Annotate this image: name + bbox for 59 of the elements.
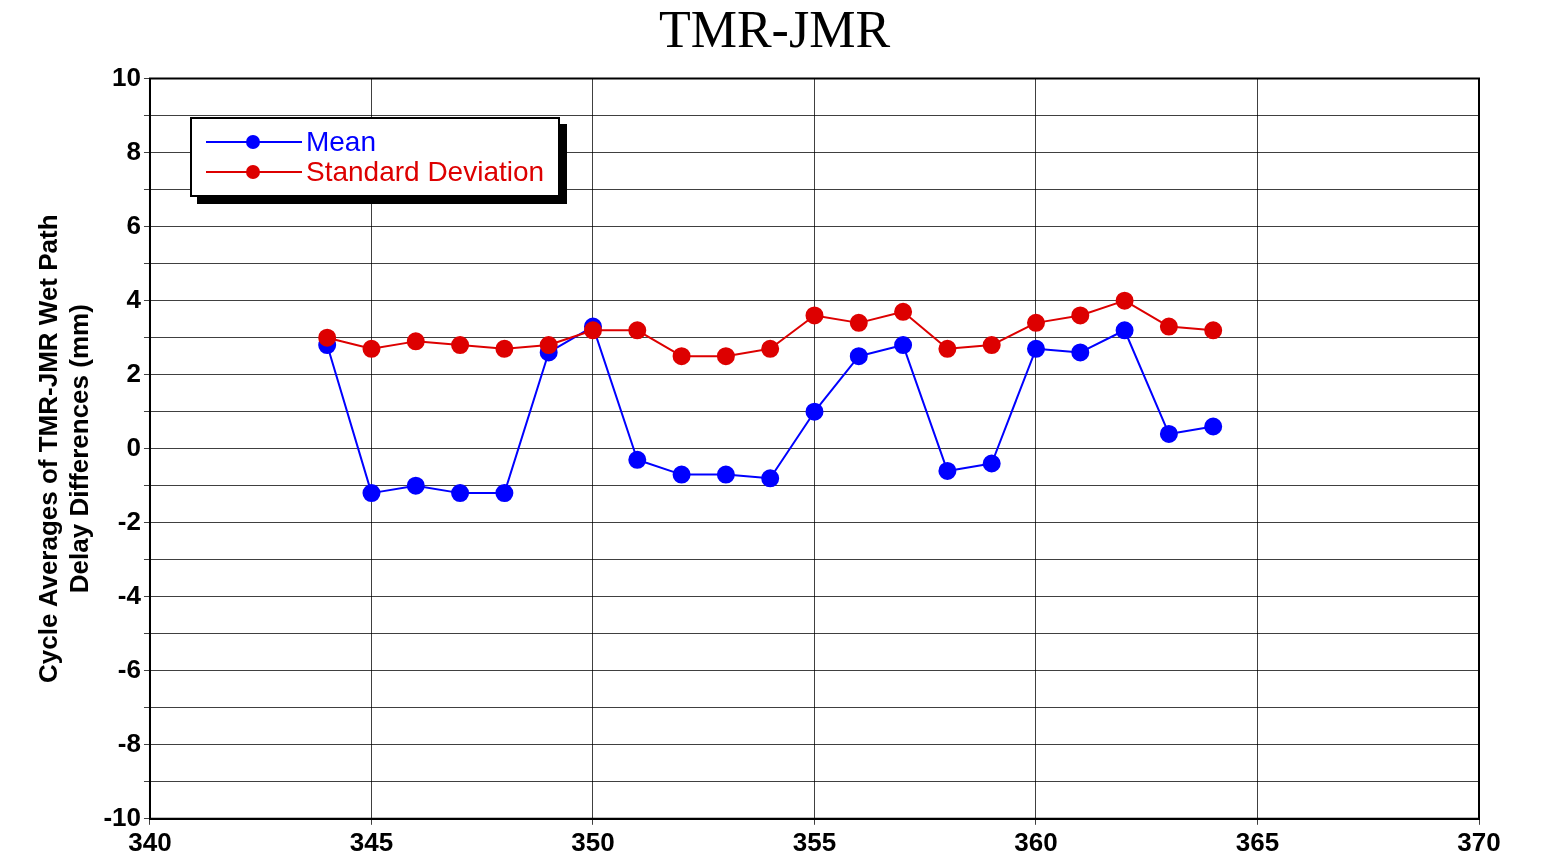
y-axis-title: Cycle Averages of TMR-JMR Wet Path Delay Differences (mm)	[32, 214, 94, 683]
point	[495, 339, 514, 358]
point	[1071, 306, 1090, 325]
point	[716, 347, 735, 366]
point	[805, 402, 824, 421]
point	[761, 469, 780, 488]
point	[982, 336, 1001, 355]
x-tick-label: 345	[349, 826, 394, 857]
point	[628, 450, 647, 469]
y-tick-label: -2	[117, 505, 141, 536]
x-tick-label: 365	[1235, 826, 1280, 857]
y-tick-label: -8	[117, 727, 141, 758]
point	[539, 336, 558, 355]
point	[982, 454, 1001, 473]
y-tick-label: 4	[126, 283, 142, 314]
point	[672, 347, 691, 366]
x-tick-label: 350	[571, 826, 615, 857]
point	[406, 476, 425, 495]
x-tick-label: 355	[792, 826, 837, 857]
y-tick-label: 8	[126, 135, 141, 166]
point	[451, 336, 470, 355]
point	[1204, 417, 1223, 436]
y-tick-label: -4	[117, 579, 142, 610]
y-tick-label: 0	[126, 431, 141, 462]
point	[672, 465, 691, 484]
chart-title: TMR-JMR	[657, 0, 892, 60]
point	[362, 339, 381, 358]
point	[495, 484, 514, 503]
point	[1115, 321, 1134, 340]
point	[628, 321, 647, 340]
y-tick-label: 2	[126, 357, 141, 388]
x-tick-label: 370	[1457, 826, 1501, 857]
legend-label: Standard Deviation	[305, 155, 545, 187]
point	[1159, 424, 1178, 443]
point	[938, 339, 957, 358]
legend-label: Mean	[305, 125, 377, 157]
point	[938, 461, 957, 480]
point	[894, 336, 913, 355]
point	[1115, 291, 1134, 310]
point	[318, 328, 337, 347]
point	[805, 306, 824, 325]
x-tick-label: 360	[1014, 826, 1058, 857]
point	[1026, 339, 1045, 358]
y-tick-label: 10	[112, 61, 141, 92]
point	[362, 484, 381, 503]
point	[716, 465, 735, 484]
y-tick-label: 6	[126, 209, 141, 240]
point	[849, 313, 868, 332]
point	[1204, 321, 1223, 340]
point	[1159, 317, 1178, 336]
point	[451, 484, 470, 503]
y-tick-label: -6	[117, 653, 141, 684]
point	[1071, 343, 1090, 362]
point	[849, 347, 868, 366]
point	[406, 332, 425, 351]
point	[583, 321, 602, 340]
point	[1026, 313, 1045, 332]
point	[761, 339, 780, 358]
point	[894, 302, 913, 321]
